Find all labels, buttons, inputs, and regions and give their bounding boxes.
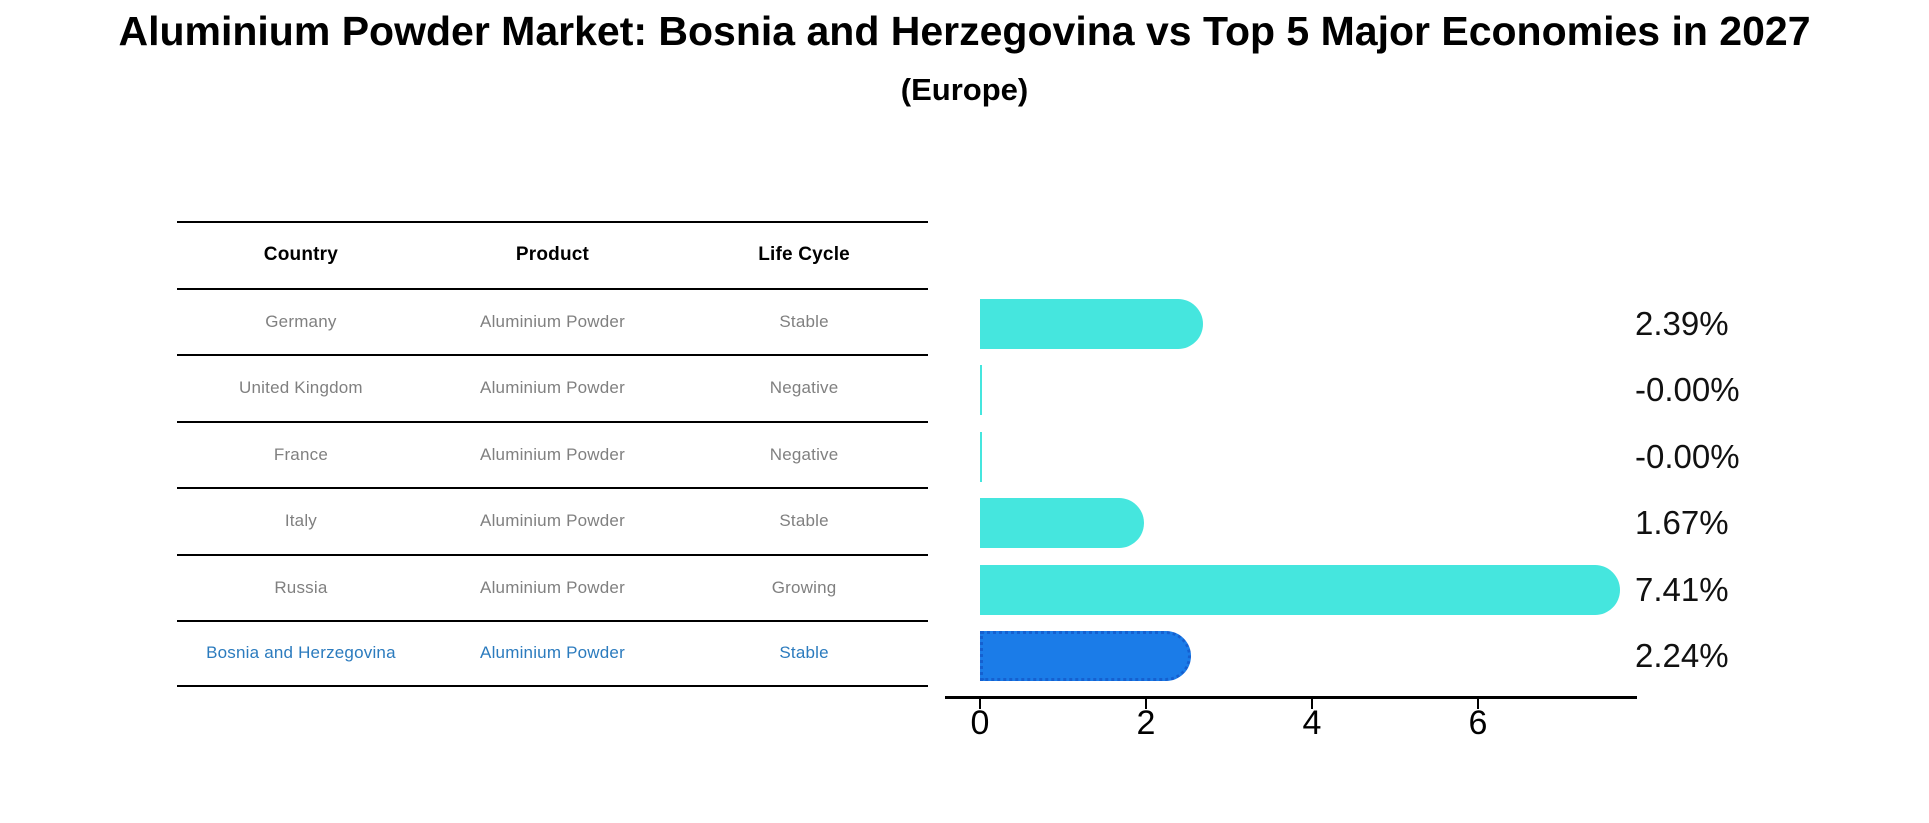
page-title: Aluminium Powder Market: Bosnia and Herz… <box>118 8 1811 54</box>
life-cycle-cell: Negative <box>769 444 839 464</box>
bar-russia <box>980 565 1621 615</box>
country-cell: Bosnia and Herzegovina <box>206 643 396 663</box>
value-label-italy: 1.67% <box>1635 504 1729 541</box>
table-row-france: France Aluminium Powder Negative <box>177 420 928 488</box>
value-label-bosnia-and-herzegovina: 2.24% <box>1635 637 1729 674</box>
life-cycle-cell: Stable <box>779 643 829 663</box>
x-tick-6 <box>1477 699 1479 709</box>
bar-germany <box>980 299 1204 349</box>
bar-bosnia-and-herzegovina <box>980 631 1191 681</box>
life-cycle-cell: Negative <box>769 378 839 398</box>
x-tick-0 <box>979 699 981 709</box>
table-row-italy: Italy Aluminium Powder Stable <box>177 487 928 554</box>
country-cell: Italy <box>284 511 317 531</box>
table-row-bosnia-and-herzegovina: Bosnia and Herzegovina Aluminium Powder … <box>177 620 928 687</box>
bar-italy <box>980 498 1144 548</box>
product-cell: Aluminium Powder <box>480 311 625 331</box>
country-cell: Russia <box>274 577 328 597</box>
value-label-united-kingdom: -0.00% <box>1635 371 1740 408</box>
x-axis-line <box>945 696 1637 699</box>
x-tick-label-2: 2 <box>1136 704 1156 742</box>
product-cell: Aluminium Powder <box>480 444 625 464</box>
life-cycle-cell: Stable <box>779 311 829 331</box>
country-cell: United Kingdom <box>239 378 363 398</box>
value-label-germany: 2.39% <box>1635 305 1729 342</box>
country-cell: Germany <box>265 311 337 331</box>
life-cycle-cell: Growing <box>771 577 837 597</box>
country-cell: France <box>273 444 328 464</box>
product-cell: Aluminium Powder <box>480 511 625 531</box>
column-header-life-cycle: Life Cycle <box>758 244 850 266</box>
x-tick-4 <box>1311 699 1313 709</box>
x-tick-label-4: 4 <box>1302 704 1322 742</box>
table-header-row: Country Product Life Cycle <box>177 221 928 288</box>
life-cycle-cell: Stable <box>779 511 829 531</box>
table-row-united-kingdom: United Kingdom Aluminium Powder Negative <box>177 354 928 421</box>
table-row-germany: Germany Aluminium Powder Stable <box>177 287 928 355</box>
bar-united-kingdom <box>980 365 982 415</box>
product-cell: Aluminium Powder <box>480 643 625 663</box>
x-tick-label-6: 6 <box>1468 704 1488 742</box>
country-table: Country Product Life Cycle Germany Alumi… <box>177 221 928 687</box>
x-tick-2 <box>1145 699 1147 709</box>
x-tick-label-0: 0 <box>970 704 990 742</box>
product-cell: Aluminium Powder <box>480 378 625 398</box>
product-cell: Aluminium Powder <box>480 577 625 597</box>
table-row-russia: Russia Aluminium Powder Growing <box>177 553 928 621</box>
value-label-france: -0.00% <box>1635 438 1740 475</box>
value-label-russia: 7.41% <box>1635 571 1729 608</box>
page-subtitle: (Europe) <box>900 72 1029 107</box>
column-header-product: Product <box>515 244 590 266</box>
column-header-country: Country <box>263 244 339 266</box>
bar-france <box>980 432 982 482</box>
